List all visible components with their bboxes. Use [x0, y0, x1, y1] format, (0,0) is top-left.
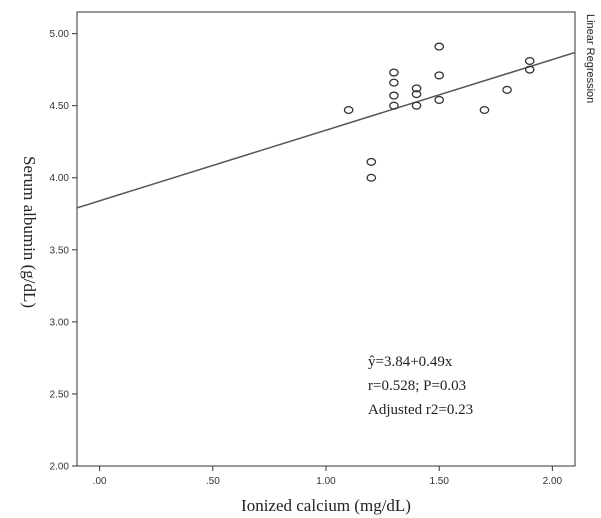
regression-equation: ŷ=3.84+0.49x — [368, 354, 453, 370]
y-axis-title: Serum albumin (g/dL) — [20, 156, 39, 308]
data-point — [434, 42, 445, 51]
data-point — [434, 95, 445, 104]
regression-line — [77, 51, 575, 209]
x-axis-title: Ionized calcium (mg/dL) — [241, 496, 411, 515]
y-tick-label: 3.50 — [50, 245, 70, 256]
data-point — [411, 84, 422, 93]
x-tick-label: .50 — [206, 476, 220, 487]
plot-frame — [76, 11, 576, 467]
x-axis: .00 .50 1.00 1.50 2.00 — [93, 466, 563, 487]
y-tick-label: 5.00 — [50, 29, 70, 40]
x-tick-label: .00 — [93, 476, 107, 487]
y-tick-label: 3.00 — [50, 317, 70, 328]
data-point — [389, 91, 399, 100]
linear-regression-label: Linear Regression — [584, 14, 596, 103]
adjusted-r2-stat: Adjusted r2=0.23 — [368, 402, 473, 418]
x-tick-label: 1.50 — [429, 476, 449, 487]
y-axis: 2.00 2.50 3.00 3.50 4.00 4.50 5.00 — [50, 29, 77, 473]
data-point — [479, 105, 490, 115]
data-point — [366, 157, 377, 166]
data-point — [411, 101, 422, 110]
correlation-stat: r=0.528; P=0.03 — [368, 378, 466, 394]
y-tick-label: 2.00 — [50, 462, 70, 473]
y-tick-label: 4.00 — [50, 173, 70, 184]
y-tick-label: 2.50 — [50, 389, 70, 400]
points-layer — [343, 42, 535, 182]
data-point — [524, 65, 535, 74]
regression-layer — [77, 51, 575, 209]
data-point — [434, 71, 445, 80]
data-point — [411, 90, 422, 99]
y-tick-label: 4.50 — [50, 101, 70, 112]
x-tick-label: 2.00 — [543, 476, 563, 487]
data-point — [389, 78, 399, 87]
data-point — [389, 101, 399, 110]
data-point — [343, 105, 354, 115]
data-point — [524, 56, 535, 66]
data-point — [366, 173, 377, 182]
data-point — [502, 85, 512, 94]
data-point — [389, 68, 399, 77]
x-tick-label: 1.00 — [316, 476, 336, 487]
